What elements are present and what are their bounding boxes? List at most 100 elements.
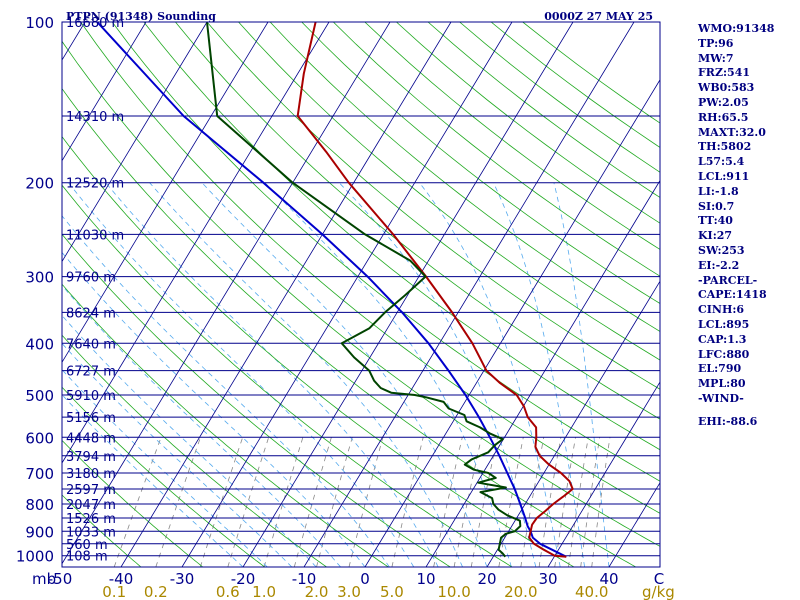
height-label: 560 m <box>66 538 108 553</box>
dry-adiabat <box>269 22 660 332</box>
mixing-ratio-line <box>568 437 589 567</box>
index-item: LFC:880 <box>698 347 750 361</box>
index-item: TP:96 <box>698 36 734 50</box>
moist-adiabat <box>62 394 244 567</box>
moist-adiabat <box>105 182 439 567</box>
isotherm <box>181 22 513 567</box>
mixing-ratio-line <box>498 437 524 567</box>
isotherm <box>486 280 660 567</box>
index-item: MAXT:32.0 <box>698 125 766 139</box>
index-item: CAPE:1418 <box>698 288 767 302</box>
isotherm <box>62 22 330 464</box>
dry-adiabat <box>364 22 660 250</box>
index-item: RH:65.5 <box>698 110 749 124</box>
dry-adiabat <box>62 184 513 567</box>
dry-adiabat <box>80 22 660 514</box>
index-item: L57:5.4 <box>698 155 745 169</box>
mixing-ratio-label: 10.0 <box>437 583 470 600</box>
dry-adiabat <box>206 22 660 390</box>
isotherm <box>62 22 391 565</box>
dry-adiabat <box>62 386 265 567</box>
height-label: 2597 m <box>66 483 116 498</box>
height-label: 108 m <box>66 550 108 565</box>
dry-adiabat <box>238 22 660 361</box>
pressure-tick-label: 100 <box>25 14 54 32</box>
mixing-ratio-label: 3.0 <box>337 583 361 600</box>
dry-adiabat <box>62 494 142 567</box>
dry-adiabat <box>62 334 327 567</box>
isotherm <box>120 22 452 567</box>
pressure-tick-label: 900 <box>25 523 54 541</box>
dry-adiabat <box>301 22 660 304</box>
temperature-tick-label: -20 <box>231 570 256 588</box>
index-item: MW:7 <box>698 51 734 65</box>
mixing-ratio-line <box>470 437 498 567</box>
mixing-ratio-label: 20.0 <box>504 583 537 600</box>
dry-adiabat <box>62 40 660 547</box>
profile-lines <box>96 22 574 558</box>
index-item: FRZ:541 <box>698 66 751 80</box>
moist-adiabat <box>62 314 317 567</box>
pressure-tick-label: 400 <box>25 335 54 353</box>
height-label: 4448 m <box>66 431 116 446</box>
moist-adiabat <box>62 284 341 567</box>
height-label: 9760 m <box>66 271 116 286</box>
index-item: TT:40 <box>698 214 733 228</box>
temperature-tick-label: 40 <box>599 570 618 588</box>
height-label: 8624 m <box>66 306 116 321</box>
height-label: 14310 m <box>66 110 124 125</box>
temperature-tick-label: -50 <box>48 570 73 588</box>
isotherm <box>62 22 208 263</box>
dewpoint-trace <box>206 22 522 558</box>
mixing-ratio-line <box>554 437 576 567</box>
height-label: 5156 m <box>66 411 116 426</box>
chart-time: 0000Z 27 MAY 25 <box>544 10 653 23</box>
mixing-ratio-line <box>580 437 601 567</box>
mixing-ratio-label: 0.2 <box>144 583 168 600</box>
isotherm <box>62 22 269 363</box>
height-label: 7640 m <box>66 337 116 352</box>
pressure-tick-label: 300 <box>25 269 54 287</box>
moist-adiabat <box>264 182 512 567</box>
pressure-tick-label: 500 <box>25 387 54 405</box>
moist-adiabat <box>149 182 463 567</box>
index-item <box>698 407 774 415</box>
pressure-tick-label: 200 <box>25 175 54 193</box>
height-label: 11030 m <box>66 228 124 243</box>
index-item: LCL:911 <box>698 169 750 183</box>
chart-title: PTPN (91348) Sounding <box>66 10 216 23</box>
mixing-ratio-unit-label: g/kg <box>642 583 675 600</box>
dry-adiabat <box>62 135 575 567</box>
mixing-ratio-label: 40.0 <box>575 583 608 600</box>
mixing-ratio-label: 5.0 <box>380 583 404 600</box>
dry-adiabat <box>111 22 660 482</box>
temperature-tick-label: -30 <box>170 570 195 588</box>
height-label: 3180 m <box>66 467 116 482</box>
mixing-ratio-label: 0.1 <box>102 583 126 600</box>
pressure-tick-label: 1000 <box>16 548 54 566</box>
temperature-trace <box>296 22 574 558</box>
dry-adiabat <box>143 22 660 451</box>
pressure-tick-label: 700 <box>25 465 54 483</box>
index-item: CINH:6 <box>698 303 745 317</box>
height-label: 1526 m <box>66 512 116 527</box>
index-item: SW:253 <box>698 243 745 257</box>
moist-adiabat <box>62 369 268 567</box>
height-label: 2047 m <box>66 498 116 513</box>
height-label: 1033 m <box>66 525 116 540</box>
index-item: TH:5802 <box>698 140 752 154</box>
background-lines <box>62 22 660 567</box>
mixing-ratio-label: 0.6 <box>216 583 240 600</box>
moist-adiabat <box>68 182 415 567</box>
temperature-tick-label: 30 <box>538 570 557 588</box>
mixing-ratio-line <box>520 437 545 567</box>
mixing-ratio-label: 2.0 <box>305 583 329 600</box>
temperature-tick-label: 0 <box>360 570 370 588</box>
moist-adiabat <box>553 182 610 567</box>
mixing-ratio-label: 1.0 <box>252 583 276 600</box>
axis-labels: 16680 m 14310 m 12520 m 11030 m 9760 m 8624 m… <box>16 14 675 600</box>
moist-adiabat <box>201 182 488 567</box>
height-label: 3794 m <box>66 450 116 465</box>
height-label: 12520 m <box>66 177 124 192</box>
